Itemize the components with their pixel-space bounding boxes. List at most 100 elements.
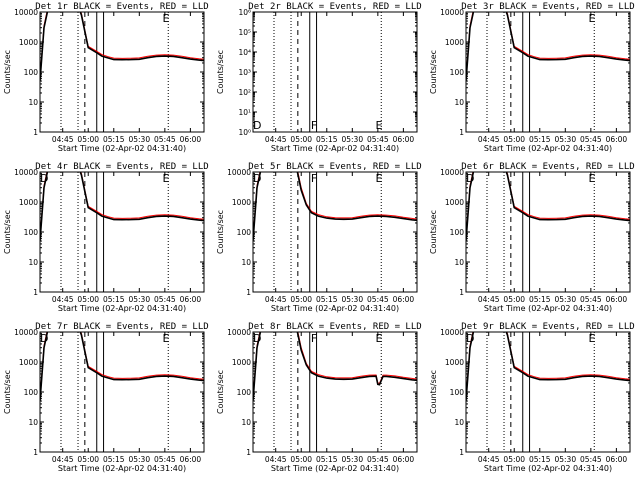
y-axis-label: Counts/sec — [3, 370, 12, 414]
x-tick-label: 04:45 — [478, 455, 500, 464]
x-tick-label: 05:30 — [554, 135, 576, 144]
y-tick-label: 10 — [454, 418, 464, 427]
y-tick-label: 1000 — [232, 358, 251, 367]
plot-frame — [252, 171, 418, 293]
x-tick-label: 05:00 — [290, 455, 312, 464]
x-axis-label: Start Time (02-Apr-02 04:31:40) — [271, 144, 399, 153]
x-tick-label: 05:00 — [77, 455, 99, 464]
marker-E: E — [163, 172, 170, 185]
y-tick-label: 10 — [454, 98, 464, 107]
x-tick-label: 04:45 — [52, 135, 74, 144]
y-tick-label: 100 — [237, 388, 252, 397]
x-tick-label: 06:00 — [180, 455, 202, 464]
y-tick-label: 10000 — [227, 328, 251, 337]
x-tick-label: 04:45 — [52, 455, 74, 464]
y-tick-label: 1 — [246, 288, 251, 297]
x-tick-label: 06:00 — [393, 455, 415, 464]
series-group — [466, 12, 630, 82]
series-group — [253, 332, 417, 402]
x-tick-label: 05:15 — [316, 295, 338, 304]
x-axis-label: Start Time (02-Apr-02 04:31:40) — [484, 144, 612, 153]
y-axis-label: Counts/sec — [216, 210, 225, 254]
y-tick-label: 10000 — [14, 168, 38, 177]
y-tick-label: 10 — [28, 98, 38, 107]
y-tick-label: 10 — [28, 258, 38, 267]
x-tick-label: 06:00 — [180, 135, 202, 144]
series-line-lld — [40, 172, 204, 239]
plot-frame — [465, 331, 631, 453]
x-tick-label: 04:45 — [265, 455, 287, 464]
x-tick-label: 05:45 — [580, 295, 602, 304]
x-tick-label: 05:15 — [103, 295, 125, 304]
x-axis-label: Start Time (02-Apr-02 04:31:40) — [58, 144, 186, 153]
marker-E: E — [163, 332, 170, 345]
y-axis-label: Counts/sec — [429, 50, 438, 94]
x-tick-label: 05:15 — [316, 135, 338, 144]
y-tick-label: 1000 — [445, 358, 464, 367]
y-tick-label: 10 — [241, 258, 251, 267]
x-tick-label: 05:00 — [503, 295, 525, 304]
y-tick-label: 100 — [450, 388, 465, 397]
marker-D: D — [253, 172, 261, 185]
series-line-events — [40, 12, 204, 82]
x-tick-label: 04:45 — [265, 135, 287, 144]
y-tick-label: 1000 — [445, 38, 464, 47]
series-line-events — [253, 332, 417, 402]
y-tick-label: 100 — [237, 228, 252, 237]
y-tick-label: 10000 — [440, 8, 464, 17]
x-tick-label: 05:00 — [77, 135, 99, 144]
x-tick-label: 05:15 — [103, 455, 125, 464]
y-axis-label: Counts/sec — [429, 210, 438, 254]
y-tick-label: 1 — [459, 288, 464, 297]
x-tick-label: 05:45 — [367, 135, 389, 144]
marker-F: F — [311, 332, 317, 345]
y-tick-label: 10000 — [14, 328, 38, 337]
y-tick-label: 10² — [238, 88, 251, 97]
x-tick-label: 05:00 — [290, 295, 312, 304]
series-group — [466, 172, 630, 242]
y-tick-label: 10⁵ — [238, 28, 251, 37]
x-tick-label: 06:00 — [393, 295, 415, 304]
marker-E: E — [163, 12, 170, 25]
x-tick-label: 05:30 — [341, 135, 363, 144]
x-tick-label: 04:45 — [478, 295, 500, 304]
plot-frame — [39, 331, 205, 453]
chart-title: Det 5r BLACK = Events, RED = LLD — [248, 162, 421, 172]
y-tick-label: 10000 — [440, 168, 464, 177]
series-group — [253, 172, 417, 242]
x-tick-label: 05:30 — [554, 295, 576, 304]
series-group — [40, 332, 204, 402]
x-tick-label: 04:45 — [52, 295, 74, 304]
y-tick-label: 10⁶ — [238, 8, 251, 17]
x-tick-label: 05:00 — [77, 295, 99, 304]
y-tick-label: 10 — [241, 418, 251, 427]
chart-title: Det 2r BLACK = Events, RED = LLD — [248, 2, 421, 12]
y-tick-label: 10000 — [14, 8, 38, 17]
series-line-lld — [466, 332, 630, 399]
x-tick-label: 04:45 — [478, 135, 500, 144]
x-tick-label: 05:15 — [316, 455, 338, 464]
y-tick-label: 1000 — [232, 198, 251, 207]
x-axis-label: Start Time (02-Apr-02 04:31:40) — [271, 304, 399, 313]
marker-D: D — [40, 332, 48, 345]
x-tick-label: 05:00 — [290, 135, 312, 144]
x-tick-label: 05:00 — [503, 455, 525, 464]
series-line-lld — [466, 172, 630, 239]
x-tick-label: 06:00 — [606, 135, 628, 144]
plot-frame — [39, 11, 205, 133]
plot-frame — [252, 331, 418, 453]
x-tick-label: 05:30 — [128, 455, 150, 464]
marker-E: E — [376, 172, 383, 185]
y-tick-label: 10 — [454, 258, 464, 267]
x-tick-label: 05:15 — [529, 135, 551, 144]
y-tick-label: 10³ — [238, 68, 251, 77]
x-tick-label: 06:00 — [606, 295, 628, 304]
marker-D: D — [253, 332, 261, 345]
marker-D: D — [466, 172, 474, 185]
x-axis-label: Start Time (02-Apr-02 04:31:40) — [484, 304, 612, 313]
